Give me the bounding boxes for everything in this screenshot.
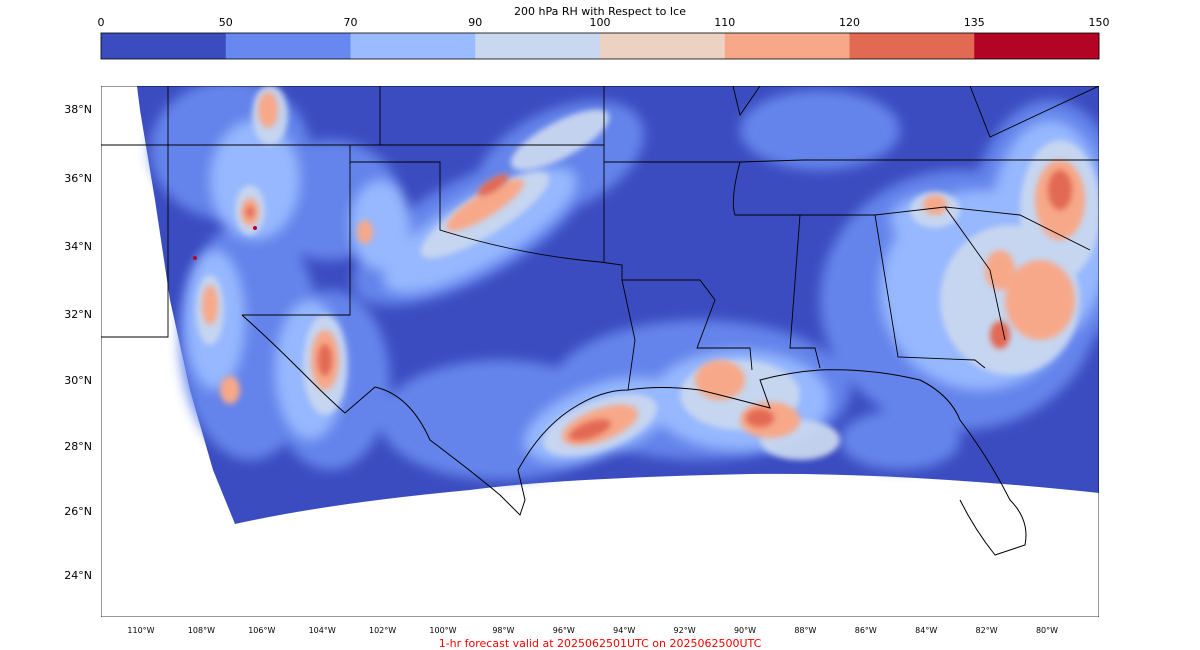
colorbar-bin-7 [974,33,1100,59]
latitude-label: 28°N [64,440,92,453]
longitude-label: 106°W [248,626,275,635]
colorbar-bin-2 [350,33,476,59]
longitude-label: 88°W [794,626,816,635]
latitude-label: 34°N [64,240,92,253]
colorbar-tick-labels: 0 50 70 90 100 110 120 135 150 [98,16,1110,29]
colorbar-tick-label: 50 [219,16,233,29]
longitude-label: 86°W [855,626,877,635]
colorbar-title: 200 hPa RH with Respect to Ice [514,5,686,18]
colorbar-bin-6 [849,33,975,59]
colorbar-tick-label: 135 [964,16,985,29]
longitude-label: 84°W [915,626,937,635]
colorbar-bin-1 [225,33,351,59]
colorbar-frame [100,32,1100,60]
colorbar-tick-label: 100 [590,16,611,29]
longitude-label: 80°W [1036,626,1058,635]
colorbar-bin-0 [101,33,227,59]
colorbar [101,33,1100,59]
longitude-label: 108°W [188,626,215,635]
colorbar-tick-label: 70 [344,16,358,29]
longitude-labels: 110°W 108°W 106°W 104°W 102°W 100°W 98°W 96°W 94… [127,626,1058,635]
map-panel [101,86,1099,617]
colorbar-bin-3 [475,33,601,59]
latitude-label: 26°N [64,505,92,518]
colorbar-tick-label: 120 [839,16,860,29]
longitude-label: 92°W [674,626,696,635]
longitude-label: 104°W [309,626,336,635]
colorbar-tick-label: 150 [1089,16,1110,29]
colorbar-bin-5 [724,33,850,59]
rh-contours [150,86,1099,480]
latitude-label: 36°N [64,172,92,185]
longitude-label: 100°W [429,626,456,635]
longitude-label: 98°W [492,626,514,635]
latitude-labels: 38°N 36°N 34°N 32°N 30°N 28°N 26°N 24°N [64,103,92,582]
latitude-label: 38°N [64,103,92,116]
colorbar-tick-label: 0 [98,16,105,29]
latitude-label: 32°N [64,308,92,321]
latitude-label: 24°N [64,569,92,582]
longitude-label: 96°W [553,626,575,635]
coastline [241,314,1027,556]
latitude-label: 30°N [64,374,92,387]
colorbar-bin-4 [600,33,726,59]
longitude-label: 102°W [369,626,396,635]
longitude-label: 110°W [127,626,154,635]
colorbar-tick-label: 110 [714,16,735,29]
longitude-label: 90°W [734,626,756,635]
longitude-label: 82°W [976,626,998,635]
longitude-label: 94°W [613,626,635,635]
state-borders [101,86,1099,391]
forecast-valid-text: 1-hr forecast valid at 2025062501UTC on … [439,637,762,650]
colorbar-tick-label: 90 [468,16,482,29]
